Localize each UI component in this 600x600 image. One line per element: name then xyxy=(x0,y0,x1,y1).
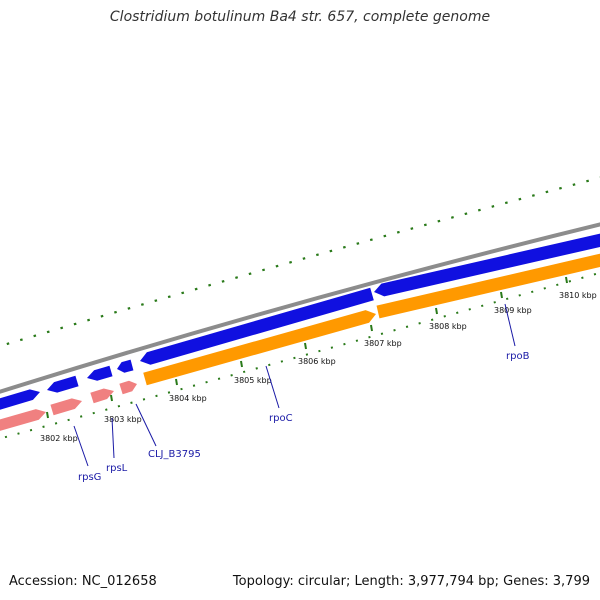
rna-reverse-3 xyxy=(90,388,114,404)
cds-reverse-rpoB xyxy=(376,253,600,319)
rna-reverse-1 xyxy=(0,409,46,431)
cds-forward-rpoB xyxy=(374,233,600,297)
cds-forward-1 xyxy=(0,389,40,410)
tick-label-3809: 3809 kbp xyxy=(494,306,532,315)
gene-label-rpsL: rpsL xyxy=(106,463,128,474)
accession-text: Accession: NC_012658 xyxy=(9,574,157,589)
gene-label-lines xyxy=(73,303,516,467)
scale-tick-mark xyxy=(240,360,243,368)
tick-label-3803: 3803 kbp xyxy=(104,415,142,424)
leader-rpoC xyxy=(265,365,280,409)
scale-tick-mark xyxy=(370,324,373,332)
tick-label-3807: 3807 kbp xyxy=(364,339,402,348)
scale-tick-mark xyxy=(435,307,438,315)
scale-tick-mark xyxy=(500,291,503,299)
reverse-strand-features xyxy=(0,253,600,431)
gene-label-rpsG: rpsG xyxy=(78,472,101,483)
forward-strand-cds xyxy=(0,233,600,410)
rna-reverse-4 xyxy=(119,380,137,395)
scale-tick-mark xyxy=(110,394,113,402)
cds-forward-4 xyxy=(117,359,134,373)
tick-label-3804: 3804 kbp xyxy=(169,394,207,403)
genome-backbone xyxy=(0,222,600,394)
scale-ticks: 3802 kbp 3803 kbp 3804 kbp 3805 kbp 3806… xyxy=(40,276,597,443)
leader-rpsG xyxy=(73,425,89,467)
gene-label-rpoB: rpoB xyxy=(506,351,530,362)
scale-tick-mark xyxy=(304,342,307,350)
cds-reverse-rpoC xyxy=(143,310,376,386)
genome-stats-text: Topology: circular; Length: 3,977,794 bp… xyxy=(232,574,590,589)
gene-label-rpoC: rpoC xyxy=(269,413,293,424)
scale-tick-mark xyxy=(46,411,49,419)
map-title: Clostridium botulinum Ba4 str. 657, comp… xyxy=(109,9,491,25)
gene-label-CLJ_B3795: CLJ_B3795 xyxy=(148,449,201,460)
inner-dot-track xyxy=(0,271,600,440)
tick-label-3805: 3805 kbp xyxy=(234,376,272,385)
tick-label-3808: 3808 kbp xyxy=(429,322,467,331)
outer-dot-track xyxy=(0,176,600,348)
leader-rpoB xyxy=(504,303,516,347)
cds-forward-rpoC xyxy=(140,287,374,365)
scale-tick-mark xyxy=(175,378,178,386)
leader-rpsL xyxy=(111,417,115,459)
tick-label-3810: 3810 kbp xyxy=(559,291,597,300)
rna-reverse-2 xyxy=(50,398,82,416)
tick-label-3802: 3802 kbp xyxy=(40,434,78,443)
cds-forward-3 xyxy=(87,365,113,381)
cds-forward-2 xyxy=(47,375,79,393)
leader-CLJ_B3795 xyxy=(135,403,157,447)
gene-labels: rpsG rpsL CLJ_B3795 rpoC rpoB xyxy=(78,351,530,483)
scale-tick-mark xyxy=(565,276,568,284)
tick-label-3806: 3806 kbp xyxy=(298,357,336,366)
